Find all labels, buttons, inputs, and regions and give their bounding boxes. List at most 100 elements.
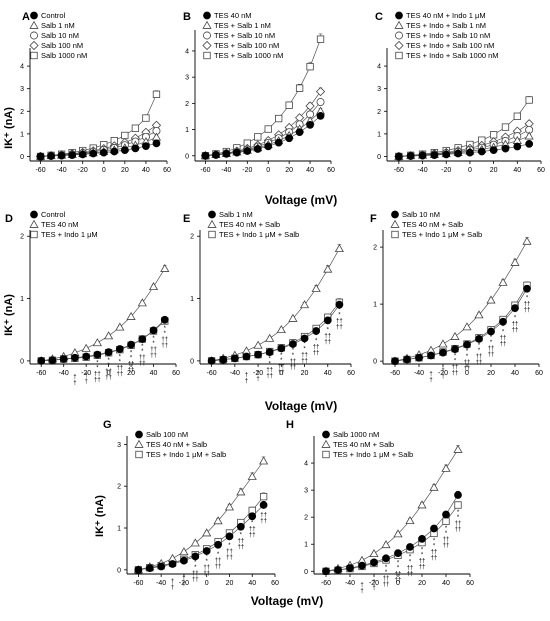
significance-dagger: †† <box>117 372 124 378</box>
significance-star: * <box>526 295 529 301</box>
data-point <box>68 151 77 159</box>
data-point <box>93 350 102 359</box>
data-point <box>523 284 531 293</box>
data-point <box>253 340 263 349</box>
data-point <box>501 123 510 131</box>
significance-dagger: † <box>372 585 375 591</box>
data-point <box>48 356 57 365</box>
x-axis-title: Voltage (mV) <box>265 399 337 413</box>
x-tick-label: -60 <box>390 370 400 377</box>
x-tick-label: -40 <box>156 580 166 587</box>
data-point <box>501 144 510 153</box>
legend-marker <box>395 11 403 20</box>
y-axis-title: IK⁺ (nA) <box>94 495 106 537</box>
significance-star: * <box>421 548 424 554</box>
data-point <box>254 350 262 359</box>
legend-label: TES 40 nM + Salb <box>146 440 207 449</box>
data-point <box>312 327 321 335</box>
data-point <box>454 501 462 509</box>
legend-label: TES + Salb 10 nM <box>214 31 275 40</box>
significance-star: * <box>206 559 209 565</box>
legend-marker <box>203 31 211 40</box>
y-tick-label: 2 <box>20 234 24 241</box>
data-point <box>71 353 79 362</box>
y-tick-label: 0 <box>20 154 24 161</box>
data-point <box>190 538 200 547</box>
data-point <box>323 316 332 325</box>
legend-label: TES + Salb 1 nM <box>214 21 271 30</box>
panel-label: D <box>5 213 13 225</box>
x-tick-label: -40 <box>59 370 69 377</box>
significance-star: * <box>194 565 197 571</box>
data-point <box>394 549 402 558</box>
series-line <box>138 504 264 571</box>
data-point <box>274 138 283 147</box>
y-tick-label: 4 <box>377 64 381 71</box>
data-point <box>417 500 427 509</box>
data-point <box>275 114 283 123</box>
significance-dagger: †† <box>150 353 157 359</box>
significance-dagger: †† <box>215 564 222 570</box>
significance-dagger: †† <box>226 555 233 561</box>
significance-star: * <box>206 554 209 560</box>
data-point <box>168 560 177 568</box>
significance-star: * <box>141 349 144 355</box>
series-line <box>41 319 166 362</box>
legend-label: Salb 100 nM <box>41 41 83 50</box>
data-point <box>89 149 98 158</box>
significance-dagger: †† <box>488 352 495 358</box>
significance-dagger: †† <box>150 347 157 353</box>
data-point <box>369 548 379 558</box>
significance-star: * <box>217 552 220 558</box>
data-point <box>127 340 135 349</box>
x-tick-label: 40 <box>324 370 332 377</box>
significance-star: * <box>490 340 493 346</box>
data-point <box>289 340 297 348</box>
legend-marker <box>29 40 39 51</box>
significance-dagger: †† <box>105 375 112 381</box>
legend-label: TES + Indo 1 μM + Salb <box>146 450 226 459</box>
x-tick-label: -40 <box>414 370 424 377</box>
data-point <box>126 311 136 320</box>
legend-label: TES 40 nM + Salb <box>219 220 280 229</box>
data-point <box>157 562 166 571</box>
significance-dagger: †† <box>464 366 471 372</box>
data-point <box>462 322 472 331</box>
data-point <box>442 510 450 519</box>
data-point <box>137 298 147 307</box>
significance-star: * <box>262 507 265 513</box>
significance-star: * <box>164 326 167 332</box>
y-tick-label: 1 <box>185 127 189 134</box>
data-point <box>288 313 298 322</box>
data-point <box>151 132 162 141</box>
significance-dagger: † <box>73 374 76 380</box>
series-1 <box>36 263 170 365</box>
data-point <box>285 134 294 143</box>
x-tick-label: -60 <box>394 167 404 174</box>
significance-dagger: †† <box>203 565 210 571</box>
significance-star: * <box>466 354 469 360</box>
data-point <box>277 344 286 353</box>
significance-dagger: †† <box>452 371 459 377</box>
data-point <box>306 120 314 129</box>
legend-label: Salb 10 nM <box>41 31 79 40</box>
data-point <box>430 524 438 533</box>
significance-star: * <box>303 347 306 353</box>
significance-dagger: †† <box>290 365 297 371</box>
series-2 <box>391 281 531 365</box>
legend-label: TES 40 nM <box>41 220 79 229</box>
data-point <box>285 101 293 109</box>
significance-star: * <box>251 515 254 521</box>
legend-marker <box>321 439 331 448</box>
series-line <box>394 285 528 362</box>
data-point <box>224 502 235 511</box>
data-point <box>242 352 251 361</box>
data-point <box>259 501 268 509</box>
significance-star: * <box>454 359 457 365</box>
x-tick-label: 0 <box>107 370 111 377</box>
data-point <box>59 355 68 363</box>
data-point <box>442 517 450 525</box>
